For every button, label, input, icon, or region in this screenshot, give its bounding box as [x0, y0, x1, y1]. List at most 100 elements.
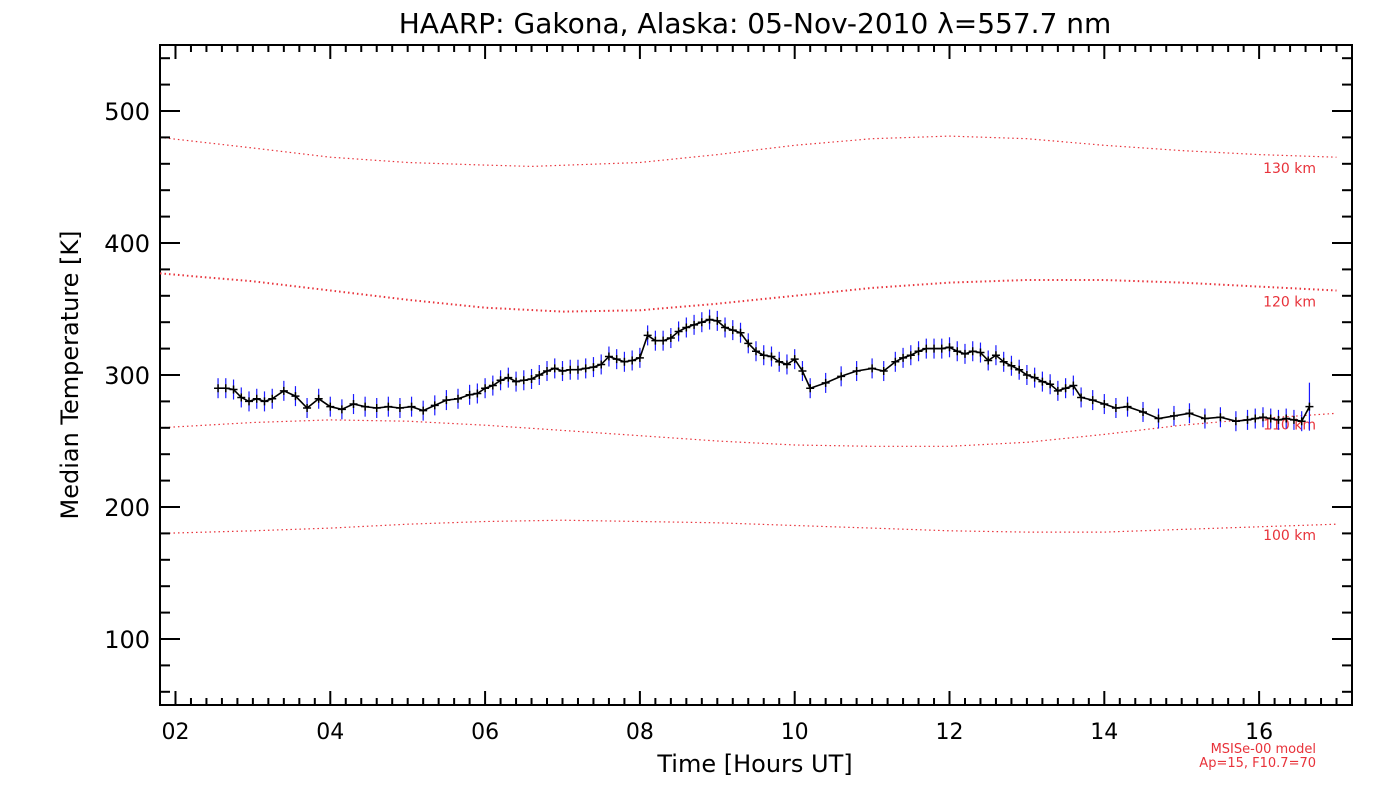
data-point [968, 347, 977, 356]
data-point [481, 384, 490, 393]
data-point [984, 356, 993, 365]
data-point [953, 347, 962, 356]
data-point [237, 393, 246, 402]
data-point [519, 376, 528, 385]
data-point [775, 357, 784, 366]
data-point [937, 344, 946, 353]
data-point [782, 360, 791, 369]
data-point [1046, 380, 1055, 389]
data-point [1022, 371, 1031, 379]
data-point [1169, 411, 1178, 420]
y-axis-label: Median Temperature [K] [56, 230, 84, 519]
data-point [914, 347, 923, 356]
x-tick-label: 02 [161, 720, 189, 745]
data-point [527, 374, 536, 383]
data-point [744, 339, 753, 348]
y-tick-label: 200 [104, 494, 150, 522]
data-point [1243, 415, 1252, 424]
data-point [573, 365, 582, 374]
data-point [930, 344, 939, 353]
data-point [407, 402, 416, 411]
data-point [558, 367, 567, 376]
x-tick-label: 06 [471, 720, 499, 745]
data-point [252, 394, 261, 403]
data-point [268, 394, 277, 403]
data-point [604, 352, 613, 361]
x-tick-label: 14 [1090, 720, 1118, 745]
data-point [454, 394, 462, 403]
model-annotation-line1: MSISe-00 model [1211, 742, 1316, 757]
x-tick-label: 12 [936, 720, 964, 745]
data-point [442, 396, 451, 405]
data-point [612, 355, 621, 364]
data-point [473, 389, 482, 398]
data-point [806, 384, 815, 393]
data-point [922, 344, 931, 353]
data-point [543, 367, 552, 376]
data-point [643, 331, 652, 340]
data-point [1200, 414, 1209, 423]
data-point [736, 328, 745, 337]
data-point [620, 357, 629, 366]
data-point [260, 397, 269, 406]
data-point [221, 384, 230, 393]
data-point [759, 351, 768, 360]
data-point [1297, 417, 1306, 426]
data-point [868, 364, 877, 373]
data-point [713, 316, 722, 325]
data-point [1069, 381, 1078, 390]
data-point [991, 351, 1000, 360]
data-point [504, 373, 513, 382]
data-point [1282, 414, 1291, 423]
data-point [837, 372, 846, 381]
data-point [395, 404, 404, 412]
data-point [1100, 400, 1109, 409]
data-point [1154, 414, 1163, 423]
data-point [550, 364, 559, 373]
data-point [651, 336, 660, 345]
data-point [906, 351, 915, 360]
data-point [361, 402, 370, 411]
data-point [1216, 413, 1225, 422]
x-axis-label: Time [Hours UT] [656, 750, 852, 778]
data-point [1185, 409, 1194, 418]
data-point [337, 405, 346, 414]
data-point [589, 363, 598, 372]
data-point [1251, 414, 1260, 423]
data-point [1077, 393, 1086, 402]
data-point [326, 402, 335, 411]
data-point [752, 347, 760, 356]
model-curve [159, 135, 1337, 168]
y-tick-label: 100 [104, 626, 150, 654]
model-curve [159, 272, 1337, 313]
data-point [976, 348, 985, 357]
data-point [767, 352, 776, 361]
data-point [303, 404, 312, 412]
data-point [512, 377, 521, 386]
data-point [1231, 417, 1240, 426]
data-point [1111, 404, 1120, 412]
data-point [628, 356, 637, 365]
plot-frame [159, 44, 1353, 706]
data-point [852, 367, 861, 376]
data-point [635, 353, 644, 362]
data-point [690, 320, 699, 329]
data-point [1266, 414, 1275, 423]
model-curve-label: 120 km [1263, 295, 1316, 311]
data-point [1274, 415, 1283, 424]
data-point [697, 318, 706, 327]
y-tick-label: 400 [104, 230, 150, 258]
data-point [372, 404, 381, 412]
axes: 02 04 06 08 10 12 14 16 100 200 300 400 500 [104, 45, 1353, 745]
y-tick-label: 300 [104, 362, 150, 390]
data-point [535, 371, 544, 379]
data-point [229, 385, 238, 394]
data-point [666, 334, 675, 343]
data-point [899, 353, 908, 362]
model-annotation-line2: Ap=15, F10.7=70 [1199, 756, 1316, 771]
data-point [465, 390, 474, 399]
data-point [960, 349, 969, 358]
data-point [1123, 402, 1132, 411]
